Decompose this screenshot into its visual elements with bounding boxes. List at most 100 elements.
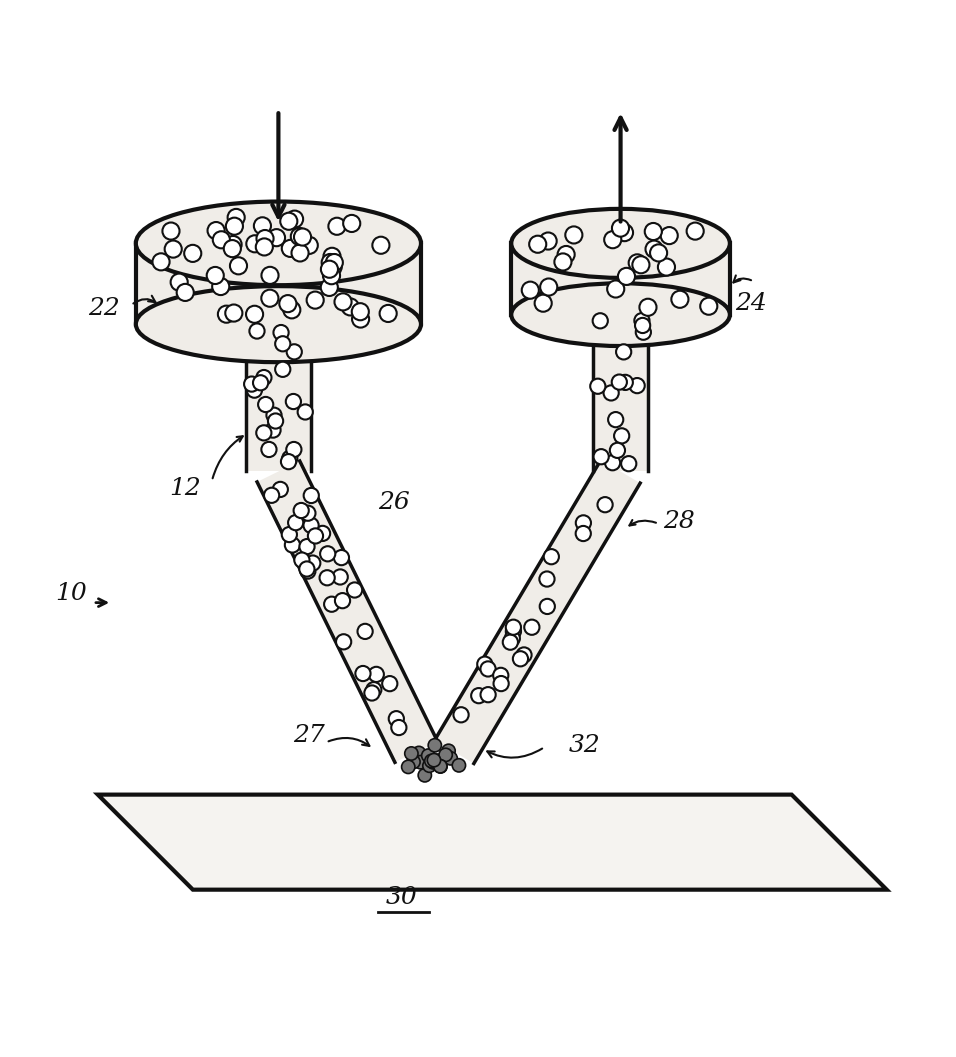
- Circle shape: [212, 278, 229, 295]
- Circle shape: [610, 443, 625, 458]
- Circle shape: [303, 518, 318, 533]
- Circle shape: [516, 647, 532, 663]
- Circle shape: [565, 226, 582, 243]
- Circle shape: [264, 487, 279, 503]
- Circle shape: [356, 666, 371, 681]
- Bar: [511, 243, 729, 315]
- Circle shape: [434, 760, 447, 773]
- Circle shape: [308, 528, 323, 543]
- Circle shape: [153, 254, 169, 271]
- Circle shape: [261, 442, 276, 457]
- Circle shape: [605, 456, 620, 470]
- Circle shape: [299, 561, 315, 577]
- Circle shape: [539, 572, 554, 587]
- Circle shape: [618, 267, 635, 285]
- Circle shape: [632, 256, 649, 274]
- Text: 27: 27: [293, 724, 324, 747]
- Circle shape: [431, 754, 445, 767]
- Circle shape: [297, 405, 313, 420]
- Circle shape: [594, 449, 609, 464]
- Circle shape: [391, 720, 406, 735]
- Circle shape: [358, 624, 373, 639]
- Circle shape: [293, 228, 311, 245]
- Circle shape: [389, 711, 404, 726]
- Circle shape: [522, 281, 539, 299]
- Circle shape: [283, 301, 300, 318]
- Circle shape: [326, 254, 343, 271]
- Circle shape: [636, 324, 651, 339]
- Circle shape: [493, 668, 509, 683]
- Circle shape: [321, 261, 338, 278]
- Circle shape: [352, 311, 369, 328]
- Circle shape: [530, 236, 546, 253]
- Circle shape: [305, 555, 320, 571]
- Circle shape: [700, 298, 717, 315]
- Circle shape: [422, 749, 435, 762]
- Circle shape: [247, 383, 262, 397]
- Circle shape: [163, 223, 180, 240]
- Circle shape: [364, 685, 380, 701]
- Circle shape: [292, 244, 309, 261]
- Circle shape: [557, 246, 575, 263]
- Circle shape: [607, 280, 624, 298]
- Circle shape: [427, 754, 441, 766]
- Circle shape: [164, 241, 182, 258]
- Circle shape: [268, 229, 285, 246]
- Circle shape: [621, 456, 637, 471]
- Circle shape: [512, 651, 528, 666]
- Polygon shape: [257, 461, 438, 762]
- Circle shape: [540, 599, 554, 614]
- Circle shape: [372, 237, 389, 254]
- Circle shape: [402, 760, 415, 774]
- Circle shape: [604, 231, 621, 248]
- Circle shape: [640, 299, 657, 316]
- Text: 32: 32: [568, 734, 600, 757]
- Circle shape: [554, 254, 572, 271]
- Circle shape: [299, 539, 315, 554]
- Circle shape: [253, 375, 269, 390]
- Circle shape: [325, 258, 341, 276]
- Circle shape: [268, 413, 283, 429]
- Circle shape: [347, 582, 362, 597]
- Circle shape: [177, 284, 194, 301]
- Circle shape: [630, 378, 644, 393]
- Circle shape: [428, 756, 442, 769]
- Circle shape: [185, 245, 202, 262]
- Circle shape: [275, 336, 291, 351]
- Circle shape: [307, 292, 324, 309]
- Circle shape: [616, 345, 631, 359]
- Circle shape: [452, 759, 466, 772]
- Text: 12: 12: [169, 477, 201, 500]
- Circle shape: [380, 304, 397, 322]
- Circle shape: [244, 376, 259, 392]
- Circle shape: [434, 760, 447, 773]
- Circle shape: [598, 497, 613, 513]
- Circle shape: [444, 752, 457, 765]
- Circle shape: [608, 412, 623, 427]
- Circle shape: [539, 233, 556, 249]
- Circle shape: [481, 662, 495, 676]
- Circle shape: [603, 386, 619, 401]
- Circle shape: [225, 236, 242, 253]
- Text: 24: 24: [734, 292, 767, 315]
- Circle shape: [658, 259, 675, 276]
- Circle shape: [471, 688, 487, 703]
- Circle shape: [505, 631, 520, 646]
- Circle shape: [218, 305, 235, 322]
- Circle shape: [266, 423, 281, 438]
- Circle shape: [590, 378, 605, 394]
- Circle shape: [576, 515, 591, 531]
- Circle shape: [267, 408, 282, 423]
- Circle shape: [635, 313, 649, 329]
- Circle shape: [288, 515, 303, 531]
- Circle shape: [336, 634, 351, 649]
- Circle shape: [256, 425, 272, 441]
- Circle shape: [524, 619, 539, 635]
- Circle shape: [366, 682, 381, 698]
- Circle shape: [481, 687, 496, 702]
- Circle shape: [324, 596, 339, 612]
- Circle shape: [612, 374, 627, 390]
- Circle shape: [282, 240, 299, 257]
- Ellipse shape: [511, 209, 729, 278]
- Circle shape: [285, 537, 300, 553]
